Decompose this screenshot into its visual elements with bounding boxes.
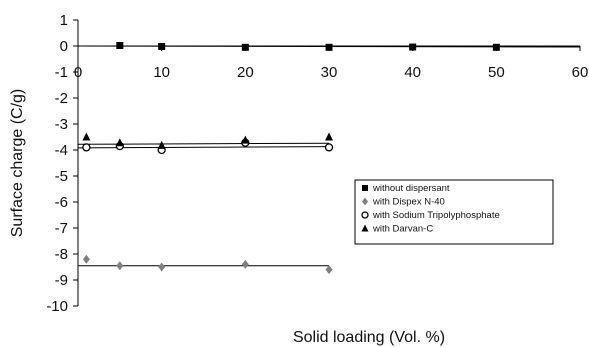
data-point-diamond — [82, 254, 90, 264]
y-ticks: 1 0 -1 -2 -3 -4 -5 -6 -7 -8 -9 -10 — [46, 12, 78, 315]
y-tick-label: -10 — [46, 298, 68, 315]
data-point-diamond — [325, 265, 333, 275]
y-tick-label: -9 — [55, 272, 68, 289]
x-tick-label: 40 — [404, 64, 421, 81]
y-tick-label: -3 — [55, 116, 68, 133]
legend-entry: without dispersant — [372, 183, 450, 194]
x-tick-label: 20 — [237, 64, 254, 81]
data-point-triangle — [325, 132, 333, 141]
fit-line — [77, 142, 330, 145]
data-point-square — [325, 43, 333, 51]
legend-marker-diamond — [362, 197, 368, 206]
data-point-diamond — [241, 259, 249, 269]
data-point-triangle — [157, 140, 166, 149]
data-point-circle — [82, 143, 91, 152]
x-tick-label: 10 — [153, 64, 170, 81]
y-tick-label: 0 — [60, 38, 68, 55]
x-axis-title: Solid loading (Vol. %) — [293, 329, 445, 346]
legend-marker-circle — [361, 211, 369, 219]
data-markers — [82, 41, 500, 275]
legend-box — [354, 179, 554, 245]
y-tick-label: -2 — [55, 90, 68, 107]
fit-line — [77, 146, 330, 149]
data-point-square — [409, 43, 417, 51]
legend-items: without dispersant with Dispex N-40 with S… — [361, 183, 500, 235]
y-tick-label: -5 — [55, 168, 68, 185]
y-tick-label: -6 — [55, 194, 68, 211]
x-tick-label: 60 — [572, 64, 589, 81]
x-tick-label: 0 — [74, 64, 82, 81]
data-point-triangle — [82, 132, 91, 141]
y-tick-label: 1 — [60, 12, 68, 29]
legend-entry: with Dispex N-40 — [372, 197, 445, 208]
y-tick-label: -8 — [55, 246, 68, 263]
data-point-triangle — [241, 135, 250, 144]
legend-marker-square — [362, 185, 368, 191]
data-point-diamond — [116, 261, 124, 271]
data-point-circle — [324, 143, 334, 152]
data-point-triangle — [115, 138, 124, 147]
data-point-square — [241, 43, 249, 51]
legend: without dispersant with Dispex N-40 with S… — [354, 179, 554, 245]
data-point-square — [158, 43, 166, 51]
axes — [77, 20, 580, 306]
data-point-diamond — [158, 262, 166, 272]
y-tick-label: -1 — [55, 64, 68, 81]
y-axis-title: Surface charge (C/g) — [9, 89, 26, 238]
legend-marker-triangle — [361, 224, 369, 232]
x-tick-label: 50 — [488, 64, 505, 81]
legend-entry: with Sodium Tripolyphosphate — [372, 210, 500, 221]
y-tick-label: -7 — [55, 220, 68, 237]
x-tick-label: 30 — [321, 64, 338, 81]
data-point-square — [116, 41, 124, 49]
x-ticks: 0 10 20 30 40 50 60 — [74, 46, 589, 81]
data-point-square — [492, 43, 500, 51]
legend-entry: with Darvan-C — [372, 224, 433, 235]
y-tick-label: -4 — [55, 142, 68, 159]
